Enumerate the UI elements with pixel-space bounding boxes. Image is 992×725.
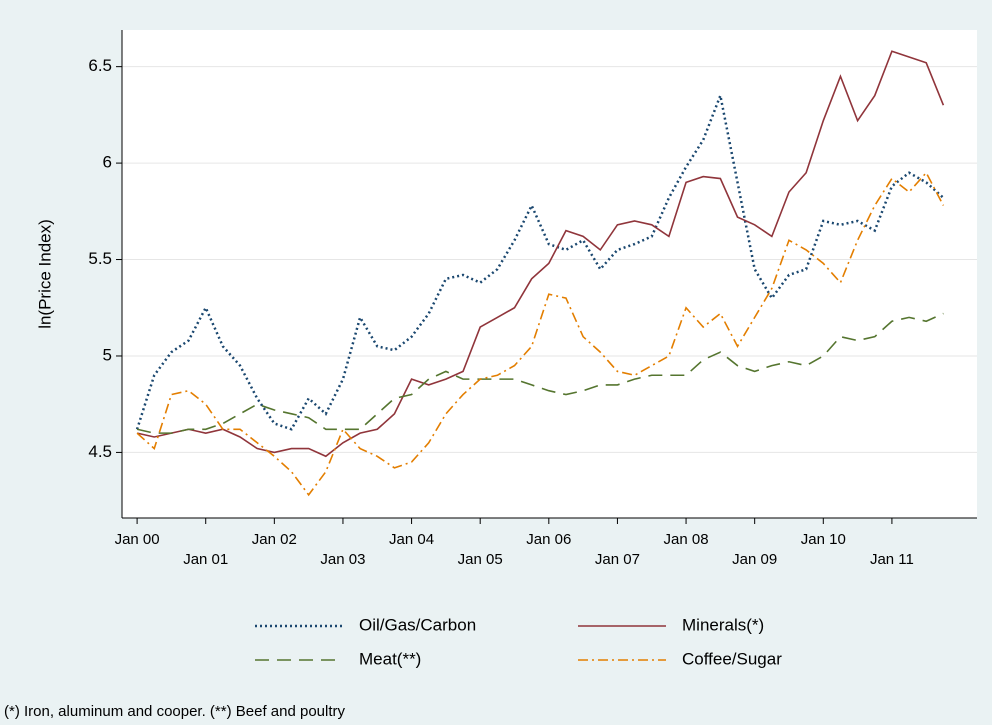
x-tick-label: Jan 01	[183, 551, 228, 568]
x-tick-label: Jan 04	[389, 531, 434, 548]
x-tick-label: Jan 10	[801, 531, 846, 548]
y-tick-label: 5.5	[88, 249, 112, 268]
y-axis-title: ln(Price Index)	[35, 219, 54, 329]
x-tick-label: Jan 02	[252, 531, 297, 548]
x-tick-label: Jan 06	[526, 531, 571, 548]
x-tick-label: Jan 08	[664, 531, 709, 548]
y-tick-label: 5	[103, 345, 112, 364]
series-line	[136, 50, 945, 458]
plot-area	[122, 30, 977, 518]
x-tick-label: Jan 03	[320, 551, 365, 568]
x-tick-label: Jan 05	[458, 551, 503, 568]
x-tick-label: Jan 11	[870, 551, 914, 568]
series-line	[136, 171, 945, 497]
x-tick-label: Jan 07	[595, 551, 640, 568]
note: (*) Iron, aluminum and cooper. (**) Beef…	[4, 703, 346, 720]
series-line	[136, 312, 944, 434]
y-tick-label: 6.5	[88, 56, 112, 75]
legend-label: Minerals(*)	[682, 615, 764, 634]
legend-label: Coffee/Sugar	[682, 649, 782, 668]
x-tick-label: Jan 09	[732, 551, 777, 568]
legend-label: Meat(**)	[359, 649, 421, 668]
y-tick-label: 6	[103, 153, 112, 172]
y-tick-label: 4.5	[88, 442, 112, 461]
legend-label: Oil/Gas/Carbon	[359, 615, 476, 634]
series-line	[135, 91, 945, 431]
x-tick-label: Jan 00	[115, 531, 160, 548]
